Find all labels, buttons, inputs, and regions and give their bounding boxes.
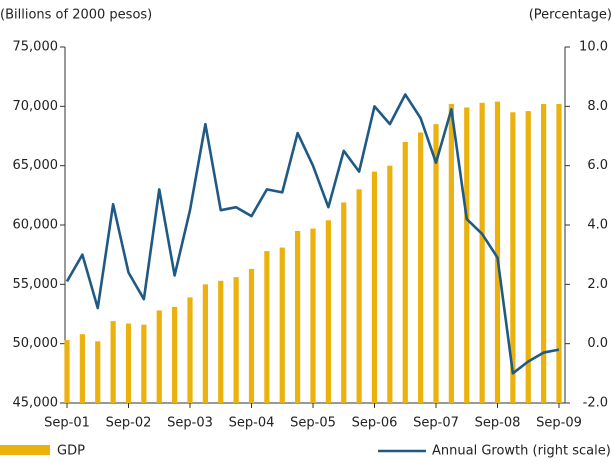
bar xyxy=(248,268,255,403)
bar xyxy=(356,189,362,403)
bar xyxy=(264,251,270,403)
bar xyxy=(525,111,531,403)
bar xyxy=(141,324,147,403)
bar xyxy=(341,202,347,403)
y-tick-label: 60,000 xyxy=(13,218,59,233)
legend-label: GDP xyxy=(57,444,85,459)
bar xyxy=(479,102,485,404)
legend-swatch xyxy=(0,445,50,455)
bar xyxy=(494,101,501,403)
y2-tick-label: 6.0 xyxy=(587,158,608,173)
y-axis-label: (Billions of 2000 pesos) xyxy=(0,8,152,23)
y2-tick-label: 4.0 xyxy=(587,218,608,233)
line xyxy=(65,93,560,375)
bar xyxy=(448,103,454,404)
y2-tick-label: 0.0 xyxy=(587,336,608,351)
bar xyxy=(172,306,178,403)
bar xyxy=(418,132,424,403)
bar xyxy=(325,220,331,403)
bar xyxy=(79,334,85,403)
bar xyxy=(125,323,132,403)
bar xyxy=(202,284,208,403)
bar xyxy=(387,165,393,403)
bar xyxy=(402,141,408,403)
bar xyxy=(64,340,70,403)
bar xyxy=(556,103,562,404)
bar xyxy=(279,247,285,403)
bar xyxy=(95,341,101,403)
x-tick-label: Sep-04 xyxy=(229,416,275,431)
bar xyxy=(295,230,301,403)
y2-tick-label: -2.0 xyxy=(583,396,608,411)
bar xyxy=(541,103,547,404)
legend-label: Annual Growth (right scale) xyxy=(432,444,611,459)
y-tick-label: 75,000 xyxy=(13,40,59,55)
bar xyxy=(310,228,316,403)
bar xyxy=(110,321,116,403)
y2-tick-label: 8.0 xyxy=(587,99,608,114)
x-tick-label: Sep-07 xyxy=(413,416,459,431)
bar xyxy=(233,277,239,403)
x-tick-label: Sep-02 xyxy=(106,416,152,431)
y-tick-label: 55,000 xyxy=(13,277,59,292)
bar xyxy=(371,171,378,403)
y-tick-label: 70,000 xyxy=(13,99,59,114)
bar xyxy=(510,112,516,404)
y2-axis-label: (Percentage) xyxy=(529,8,612,23)
y-tick-label: 65,000 xyxy=(13,158,59,173)
y-tick-label: 45,000 xyxy=(13,396,59,411)
y2-tick-label: 2.0 xyxy=(587,277,608,292)
x-tick-label: Sep-09 xyxy=(536,416,582,431)
bar xyxy=(433,124,439,403)
x-tick-label: Sep-08 xyxy=(475,416,521,431)
y-tick-label: 50,000 xyxy=(13,336,59,351)
bar xyxy=(156,310,162,403)
x-tick-label: Sep-03 xyxy=(167,416,213,431)
bar xyxy=(187,297,193,403)
x-tick-label: Sep-01 xyxy=(44,416,90,431)
x-tick-label: Sep-06 xyxy=(352,416,398,431)
y2-tick-label: 10.0 xyxy=(579,40,608,55)
bar xyxy=(218,280,224,403)
bar xyxy=(464,107,470,404)
x-tick-label: Sep-05 xyxy=(290,416,336,431)
